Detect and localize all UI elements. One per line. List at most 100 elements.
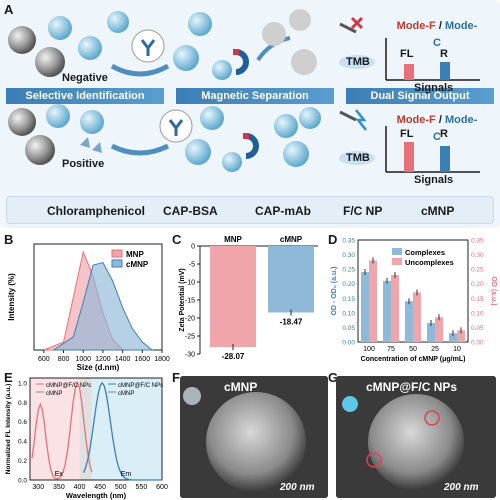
panel-label-c: C (172, 232, 182, 247)
cross-icon (350, 16, 364, 30)
panel-label-b: B (4, 232, 14, 247)
chart-c-tick-label: 0 (191, 244, 195, 251)
chart-d-right-tick-label: 0.25 (471, 267, 484, 274)
panel-label-d: D (328, 232, 338, 247)
panel-label-g: G (328, 370, 339, 385)
chart-d-right-tick-label: 0.05 (471, 325, 484, 332)
chart-d-right-tick-label: 0.10 (471, 310, 484, 317)
tmb-bottom-ellipse (339, 151, 375, 165)
chart-e-xlabel: Wavelength (nm) (66, 491, 127, 500)
chart-d-right-tick-label: 0.00 (471, 340, 484, 347)
tmb-top-label: TMB (346, 56, 370, 68)
chart-e-y-tick-label: 1.0 (18, 380, 27, 387)
chart-b-legend-swatch-mnp (111, 249, 123, 258)
sphere-cluster-bottom-right (274, 107, 321, 167)
chart-e-legend-right-item: cMNP@F/C NPs (118, 383, 163, 389)
chart-d-category-label: 50 (409, 346, 417, 353)
chart-e-x-tick-label: 450 (94, 484, 106, 491)
highlight-circle-1 (424, 410, 440, 426)
sphere-cluster-bottom-mid (185, 106, 242, 172)
chart-d-bar-complexes (427, 323, 435, 342)
micrograph-f-title: cMNP (224, 380, 258, 394)
chart-c-tick-label: -30 (185, 352, 195, 359)
chart-d-legend-complexes: Complexes (405, 248, 445, 257)
cmnp-fc-particle-image (336, 376, 496, 498)
chart-d-category-label: 10 (453, 346, 461, 353)
chart-e-x-tick-label: 350 (53, 484, 65, 491)
chart-d-bar-uncomplexes (457, 330, 465, 342)
chart-d-bar-uncomplexes (391, 274, 399, 342)
chart-c-category-mnp: MNP (224, 235, 242, 244)
chart-c-value-label: -28.07 (222, 352, 245, 361)
sphere-cluster-top-mid (173, 12, 232, 80)
chart-e-y-tick-label: 0.8 (18, 400, 27, 407)
chart-e-legend-left-item: cMNP@F/C NPs (46, 383, 91, 389)
chart-c-tick-label: -10 (185, 280, 195, 287)
fc-np-glyph (342, 396, 358, 412)
chart-c-tick-label: -20 (185, 316, 195, 323)
chart-b-tick-label: 600 (38, 356, 50, 363)
panel-label-f: F (172, 370, 180, 385)
chart-e-em-band (91, 378, 162, 480)
chart-b-tick-label: 800 (58, 356, 70, 363)
chart-b-tick-label: 1800 (154, 356, 170, 363)
chart-d-legend-swatch-uncomplexes (392, 258, 402, 265)
chart-c-bar-mnp (210, 246, 256, 348)
chart-e-frame (29, 377, 163, 481)
chart-d-right-tick-label: 0.15 (471, 296, 484, 303)
chart-e-legend-left-item: cMNP (46, 391, 62, 397)
chart-d-right-tick-label: 0.35 (471, 238, 484, 245)
fl-bar-bottom (404, 142, 414, 172)
chart-e-x-tick-label: 600 (156, 484, 168, 491)
chart-d-xlabel: Concentration of cMNP (μg/mL) (361, 356, 466, 363)
r-bar-bottom (440, 146, 450, 172)
sphere-cluster-top-right (262, 9, 317, 75)
legend-row: Chloramphenicol CAP-BSA CAP-mAb F/C NP c… (6, 196, 494, 224)
magnet-icon (235, 49, 249, 75)
cmnp-particle-image (180, 376, 328, 498)
chart-d-bar-complexes (449, 333, 457, 342)
tmb-top-ellipse (339, 55, 375, 69)
chart-b-tick-label: 1400 (115, 356, 131, 363)
micrograph-cmnp: cMNP 200 nm (180, 376, 328, 498)
fl-label-top: FL (400, 48, 414, 60)
chart-e-y-tick-label: 0.0 (18, 478, 27, 485)
chart-b-legend-cmnp: cMNP (126, 260, 149, 269)
chart-b-xlabel: Size (d.nm) (77, 363, 120, 372)
chart-d-bar-uncomplexes (435, 317, 443, 342)
chart-e-x-tick-label: 400 (74, 484, 86, 491)
chart-e-emission-line (83, 381, 162, 481)
chart-d-bar-complexes (361, 272, 369, 342)
scale-bar-f: 200 nm (280, 482, 315, 493)
legend-cap-bsa: CAP-BSA (163, 204, 218, 218)
r-bar-top (440, 62, 450, 80)
signals-label-top: Signals (414, 82, 454, 94)
chart-e-y-tick-label: 0.6 (18, 419, 27, 426)
highlight-circle-2 (366, 452, 382, 468)
chart-b-ylabel: Intensity (%) (7, 273, 16, 321)
signals-label-bottom: Signals (414, 174, 454, 186)
chart-d-right-tick-label: 0.30 (471, 252, 484, 259)
chart-d-left-tick-label: 0.25 (342, 267, 355, 274)
stage-selective-identification: Selective Identification (6, 88, 164, 104)
chart-c-ylabel: Zeta Potential (mV) (179, 268, 186, 331)
negative-label: Negative (62, 72, 108, 84)
chart-d-category-label: 25 (431, 346, 439, 353)
scale-bar-g: 200 nm (444, 482, 479, 493)
chart-d-left-tick-label: 0.10 (342, 310, 355, 317)
chart-b-series-cmnp (52, 261, 154, 351)
chart-d-legend-swatch-complexes (392, 248, 402, 255)
magnet-icon-2 (245, 133, 259, 159)
fl-bar-top (404, 64, 414, 80)
chart-d-bar-complexes (383, 280, 391, 342)
chart-e-ex-band (30, 378, 80, 480)
sphere-cluster-bottom-left (8, 104, 104, 165)
chart-d-left-tick-label: 0.00 (342, 340, 355, 347)
stage-dual-signal-output: Dual Signal Output (346, 88, 494, 104)
chart-b-legend-mnp: MNP (126, 250, 144, 259)
chart-d-right-ylabel: OD (a.u.) (490, 276, 497, 305)
arrow-icon (110, 63, 170, 77)
chart-c-tick-label: -5 (189, 262, 195, 269)
r-label-top: R (440, 48, 448, 60)
